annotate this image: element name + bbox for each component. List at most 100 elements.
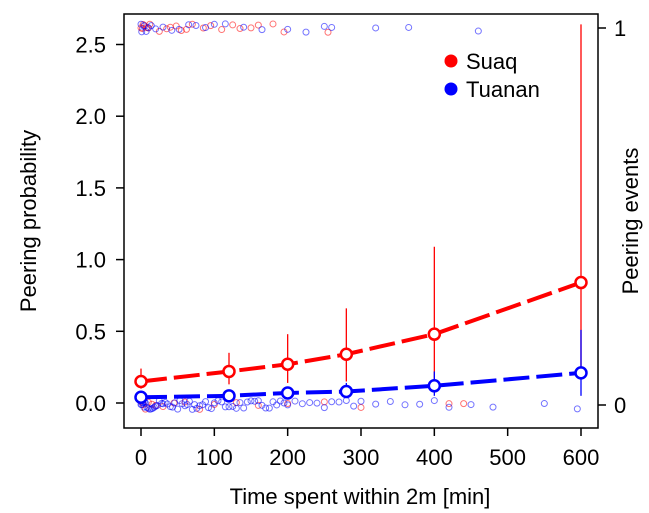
raw-event-point-tuanan [445,403,453,411]
raw-event-point-tuanan [254,397,262,405]
raw-event-point-tuanan [280,399,288,407]
raw-event-point-tuanan [138,28,146,36]
raw-event-point-tuanan [467,401,475,409]
raw-event-point-tuanan [328,398,336,406]
raw-event-point-tuanan [159,23,167,31]
raw-event-point-tuanan [298,400,306,408]
raw-event-point-tuanan [243,398,251,406]
raw-event-point-tuanan [302,28,310,36]
data-point-suaq [222,364,236,379]
raw-event-point-tuanan [207,405,215,413]
raw-event-point-tuanan [372,400,380,408]
raw-event-point-tuanan [221,20,229,28]
series-line-tuanan [140,370,582,400]
raw-event-point-tuanan [236,399,244,407]
raw-event-point-tuanan [232,404,240,412]
raw-event-point-suaq [229,21,237,29]
y-axis-right: 01 [598,16,626,418]
data-point-tuanan [427,379,442,393]
raw-event-point-tuanan [251,397,259,405]
raw-event-point-tuanan [175,25,183,33]
raw-event-point-suaq [324,28,332,36]
y-axis-left-title: Peering probability [16,130,41,312]
raw-event-point-tuanan [357,397,365,405]
y-left-tick-label: 0.0 [75,391,106,416]
data-point-tuanan [134,390,148,405]
raw-event-point-suaq [247,24,255,32]
raw-event-point-tuanan [273,401,281,409]
raw-event-point-suaq [445,400,453,408]
data-point-suaq [339,347,354,361]
raw-event-point-tuanan [168,26,176,34]
raw-event-point-tuanan [405,23,413,31]
raw-event-point-tuanan [240,404,248,412]
raw-event-point-tuanan [573,405,581,413]
y-left-tick-label: 1.0 [75,248,106,273]
series-line-suaq [140,280,582,384]
raw-event-point-suaq [236,25,244,33]
raw-event-point-suaq [320,398,328,406]
raw-event-point-tuanan [335,398,343,406]
raw-event-point-tuanan [265,404,273,412]
raw-event-point-tuanan [229,402,237,410]
x-tick-label: 0 [135,445,147,470]
raw-event-point-tuanan [320,22,328,30]
x-axis: 0 100 200 300 400 500 600 [135,428,599,470]
x-tick-label: 100 [196,445,233,470]
x-axis-title: Time spent within 2m [min] [230,484,491,509]
y-right-tick-label: 0 [614,393,626,418]
raw-event-point-tuanan [161,398,169,406]
raw-event-point-tuanan [247,397,255,405]
raw-event-point-tuanan [269,398,277,406]
raw-event-point-suaq [269,20,277,28]
raw-event-point-tuanan [204,404,212,412]
raw-event-point-tuanan [416,400,424,408]
raw-event-point-tuanan [140,22,148,30]
x-tick-label: 500 [489,445,526,470]
raw-event-point-tuanan [191,401,199,409]
legend-marker-tuanan [444,82,458,96]
raw-event-point-tuanan [210,399,218,407]
data-point-tuanan [574,366,588,380]
raw-event-point-tuanan [202,24,210,32]
data-point-tuanan [339,384,354,399]
legend: Suaq Tuanan [444,49,540,102]
y-axis-left: 0.0 0.5 1.0 1.5 2.0 2.5 [75,33,124,416]
y-right-tick-label: 1 [614,16,626,41]
raw-event-point-tuanan [276,397,284,405]
raw-event-point-tuanan [152,25,160,33]
y-axis-right-title: Peering events [618,148,643,295]
raw-event-point-tuanan [147,22,155,30]
raw-event-point-tuanan [284,401,292,409]
raw-event-point-tuanan [262,404,270,412]
y-left-tick-label: 1.5 [75,176,106,201]
raw-event-point-tuanan [320,404,328,412]
raw-event-point-tuanan [306,399,314,407]
raw-event-point-tuanan [202,398,210,406]
raw-event-point-tuanan [210,20,218,28]
raw-event-point-tuanan [258,26,266,34]
y-left-tick-label: 0.5 [75,319,106,344]
raw-event-point-suaq [254,401,262,409]
raw-event-point-tuanan [401,401,409,409]
raw-event-point-suaq [460,400,468,408]
raw-event-point-tuanan [342,397,350,405]
data-point-tuanan [222,389,236,403]
x-tick-label: 600 [563,445,600,470]
x-tick-label: 200 [269,445,306,470]
raw-event-point-tuanan [284,25,292,33]
raw-event-point-tuanan [350,402,358,410]
raw-event-point-tuanan [225,403,233,411]
raw-event-point-tuanan [142,27,150,35]
raw-event-point-tuanan [192,22,200,30]
raw-event-point-suaq [254,21,262,29]
legend-label-suaq: Suaq [466,49,517,74]
y-left-tick-label: 2.0 [75,104,106,129]
raw-event-point-tuanan [218,398,226,406]
raw-event-point-suaq [163,25,171,33]
raw-event-point-tuanan [185,21,193,29]
y-left-tick-label: 2.5 [75,33,106,58]
raw-event-point-tuanan [196,402,204,410]
x-tick-label: 300 [343,445,380,470]
